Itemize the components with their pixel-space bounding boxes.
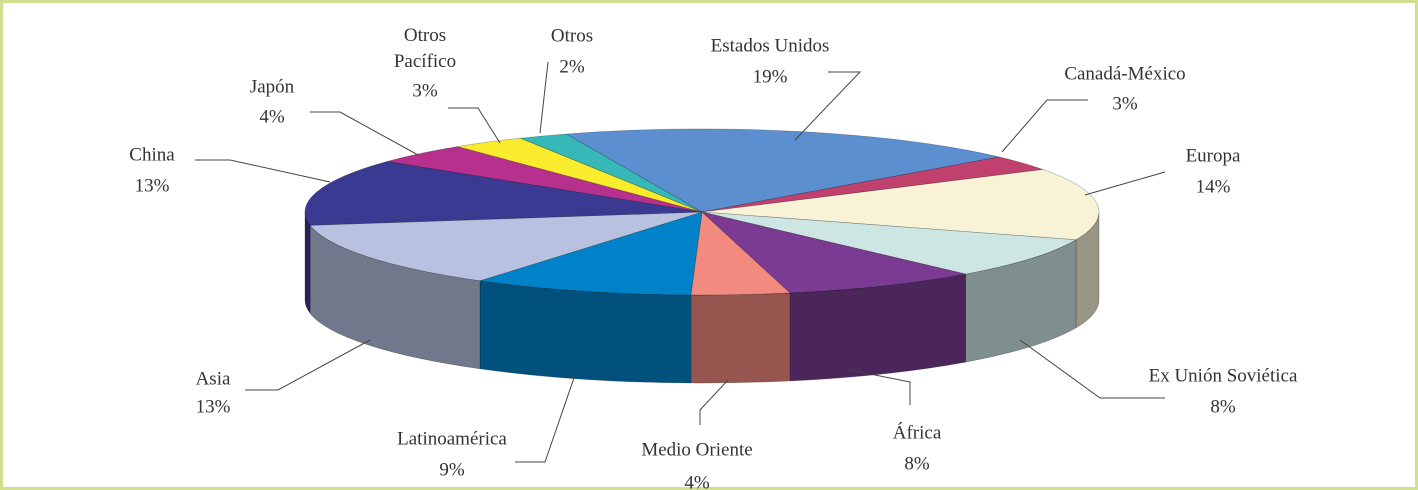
leader-line bbox=[1001, 99, 1088, 153]
pie-sides bbox=[304, 211, 1100, 384]
leader-line bbox=[310, 111, 419, 156]
leader-line bbox=[1084, 171, 1166, 196]
pie-slice bbox=[479, 211, 703, 296]
pie-slice bbox=[565, 128, 999, 213]
value-label: 8% bbox=[1210, 396, 1236, 417]
slice-label: Otros bbox=[551, 25, 593, 46]
slice-label: Japón bbox=[250, 76, 295, 97]
pie-slice-side bbox=[690, 292, 791, 384]
pie-slice-side bbox=[304, 211, 311, 315]
leader-line bbox=[849, 369, 911, 405]
value-label: 14% bbox=[1196, 176, 1231, 197]
slice-label: Otros Pacífico bbox=[394, 25, 456, 72]
pie-slice bbox=[701, 169, 1100, 241]
leader-line bbox=[699, 379, 729, 425]
leader-line bbox=[448, 107, 501, 144]
slice-label: Ex Unión Soviética bbox=[1149, 365, 1298, 386]
value-label: 3% bbox=[412, 80, 438, 101]
value-label: 8% bbox=[904, 453, 930, 474]
slice-label: Latinoamérica bbox=[397, 428, 507, 449]
slice-label: Asia bbox=[196, 368, 231, 389]
pie-tops bbox=[304, 128, 1100, 296]
leader-line bbox=[245, 339, 371, 391]
slice-label: Europa bbox=[1186, 145, 1241, 166]
value-label: 19% bbox=[753, 66, 788, 87]
slice-label: Estados Unidos bbox=[711, 35, 830, 56]
leader-line bbox=[515, 374, 576, 463]
slice-label: Canadá-México bbox=[1064, 63, 1185, 84]
labels: Estados Unidos 19% Canadá-México 3% Europa 14… bbox=[129, 25, 1298, 490]
value-label: 4% bbox=[259, 106, 285, 127]
slice-label: China bbox=[129, 144, 175, 165]
value-label: 9% bbox=[439, 459, 465, 480]
pie-slice bbox=[387, 146, 703, 213]
pie-slice bbox=[309, 211, 703, 282]
slice-label: África bbox=[893, 421, 942, 443]
pie-slice bbox=[700, 211, 966, 294]
slice-label-line: Otros bbox=[404, 25, 446, 46]
slice-label-line: Pacífico bbox=[394, 51, 456, 72]
leader-line bbox=[195, 159, 331, 183]
pie-slice bbox=[690, 211, 791, 296]
pie-slice bbox=[701, 211, 1077, 275]
pie-slice bbox=[304, 161, 703, 226]
pie-slice bbox=[457, 137, 703, 213]
pie-slice bbox=[520, 133, 703, 213]
pie-slice bbox=[701, 156, 1044, 213]
value-label: 4% bbox=[684, 472, 710, 490]
value-label: 13% bbox=[196, 396, 231, 417]
value-label: 3% bbox=[1112, 93, 1138, 114]
slice-label: Medio Oriente bbox=[641, 439, 752, 460]
pie-slice-side bbox=[479, 280, 692, 384]
leader-line bbox=[1019, 339, 1165, 399]
value-label: 13% bbox=[135, 175, 170, 196]
leader-line bbox=[794, 71, 862, 141]
leader-line bbox=[539, 61, 549, 134]
value-label: 2% bbox=[559, 56, 585, 77]
